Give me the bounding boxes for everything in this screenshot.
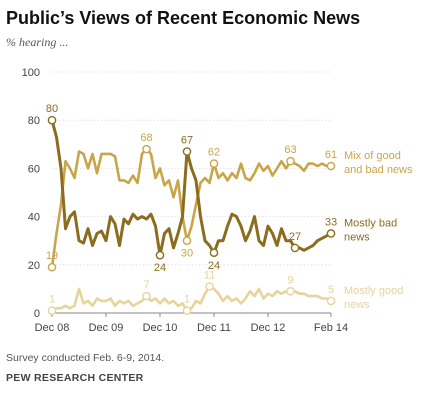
series-line-3 [50, 285, 333, 312]
data-label: 11 [204, 269, 215, 281]
legend-label: Mix of good [344, 150, 401, 162]
data-marker [290, 243, 300, 253]
data-label: 1 [184, 294, 190, 306]
data-label: 30 [181, 248, 193, 260]
y-tick-label: 80 [28, 115, 40, 127]
legend-label: and bad news [344, 164, 413, 176]
data-label: 9 [287, 274, 293, 286]
data-label: 24 [154, 262, 166, 274]
y-tick-label: 0 [34, 308, 40, 320]
data-label: 33 [325, 216, 337, 228]
data-marker [47, 115, 57, 125]
series-line-1 [50, 147, 333, 269]
y-axis: 0 20 40 60 80 100 [22, 67, 40, 320]
data-marker [47, 306, 57, 315]
data-marker [209, 159, 219, 168]
x-tick-label: Dec 08 [35, 322, 70, 334]
x-tick-label: Dec 11 [197, 322, 231, 334]
data-marker [286, 156, 295, 166]
survey-note: Survey conducted Feb. 6-9, 2014. [6, 352, 164, 364]
data-label: 68 [140, 132, 152, 144]
chart-subtitle: % hearing ... [6, 35, 68, 49]
series-line-2 [50, 118, 333, 257]
data-label: 67 [181, 135, 193, 147]
data-marker [142, 291, 151, 301]
data-label: 1 [49, 294, 55, 306]
data-marker [209, 248, 219, 258]
legend-label: news [344, 299, 370, 311]
data-marker [326, 296, 336, 306]
x-tick-label: Dec 12 [251, 322, 286, 334]
legend-label: Mostly good [344, 285, 403, 297]
data-marker [142, 144, 151, 154]
y-tick-label: 100 [22, 67, 40, 79]
data-label: 19 [46, 250, 58, 262]
data-marker [182, 306, 192, 315]
x-tick-label: Dec 10 [143, 322, 178, 334]
y-tick-label: 20 [28, 260, 40, 272]
data-label: 63 [284, 144, 296, 156]
data-marker [47, 262, 57, 272]
data-label: 7 [143, 279, 149, 291]
data-marker [182, 147, 192, 156]
data-marker [155, 250, 165, 260]
data-marker [205, 282, 214, 291]
data-label: 24 [208, 260, 220, 272]
x-axis: Dec 08 Dec 09 Dec 10 Dec 11 Dec 12 Feb 14 [35, 313, 348, 334]
legend-label: news [344, 231, 370, 243]
legend: Mix of good and bad news Mostly bad news Mos… [344, 150, 413, 311]
data-marker [286, 287, 295, 296]
data-label: 61 [325, 149, 337, 161]
data-marker [326, 161, 336, 171]
series-lines [50, 118, 333, 312]
y-tick-label: 40 [28, 212, 40, 224]
x-tick-label: Dec 09 [89, 322, 124, 334]
data-label: 5 [328, 284, 334, 296]
data-markers [47, 115, 336, 315]
data-label: 80 [46, 103, 58, 115]
data-label: 62 [208, 147, 220, 159]
y-tick-label: 60 [28, 163, 40, 175]
data-marker [182, 236, 192, 245]
source-credit: PEW RESEARCH CENTER [6, 372, 144, 384]
chart-title: Public’s Views of Recent Economic News [6, 8, 360, 28]
data-marker [326, 229, 336, 238]
x-tick-label: Feb 14 [314, 322, 348, 334]
legend-label: Mostly bad [344, 217, 397, 229]
data-label: 27 [289, 231, 301, 243]
